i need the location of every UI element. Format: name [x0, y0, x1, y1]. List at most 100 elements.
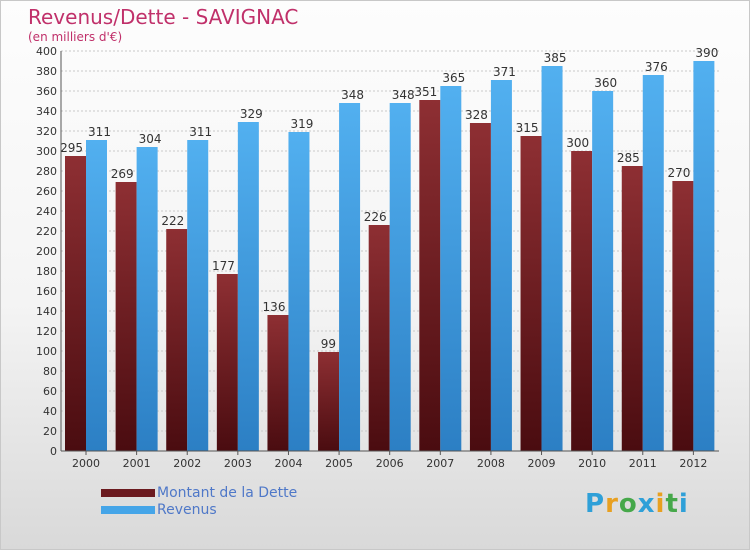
- data-label-debt: 285: [617, 151, 640, 165]
- y-tick-label: 40: [43, 405, 57, 418]
- data-label-debt: 177: [212, 259, 235, 273]
- y-tick-label: 300: [36, 145, 57, 158]
- data-label-debt: 222: [161, 214, 184, 228]
- y-tick-label: 120: [36, 325, 57, 338]
- bar-debt: [115, 182, 137, 451]
- x-tick-label: 2009: [528, 457, 556, 470]
- data-label-revenus: 329: [240, 107, 263, 121]
- logo-letter: i: [678, 489, 689, 519]
- logo-letter: t: [665, 489, 679, 519]
- y-tick-label: 100: [36, 345, 57, 358]
- data-label-debt: 99: [321, 337, 336, 351]
- y-tick-label: 20: [43, 425, 57, 438]
- logo-letter: r: [605, 489, 619, 519]
- x-tick-label: 2010: [578, 457, 606, 470]
- bar-revenus: [541, 66, 563, 451]
- x-tick-label: 2012: [679, 457, 707, 470]
- data-label-revenus: 311: [88, 125, 111, 139]
- chart-title: Revenus/Dette - SAVIGNAC: [28, 5, 299, 29]
- x-tick-label: 2008: [477, 457, 505, 470]
- legend-swatch-debt: [101, 489, 155, 497]
- y-tick-label: 220: [36, 225, 57, 238]
- data-label-revenus: 390: [695, 46, 718, 60]
- y-tick-label: 160: [36, 285, 57, 298]
- bar-revenus: [187, 140, 209, 451]
- bar-revenus: [136, 147, 158, 451]
- y-tick-label: 0: [50, 445, 57, 458]
- bar-revenus: [592, 91, 614, 451]
- bar-revenus: [490, 80, 512, 451]
- bar-revenus: [237, 122, 259, 451]
- bar-debt: [469, 123, 491, 451]
- data-label-debt: 226: [364, 210, 387, 224]
- data-label-debt: 269: [111, 167, 134, 181]
- legend-label-revenus: Revenus: [157, 502, 217, 518]
- x-tick-label: 2005: [325, 457, 353, 470]
- y-tick-label: 180: [36, 265, 57, 278]
- y-tick-label: 200: [36, 245, 57, 258]
- data-label-debt: 136: [263, 300, 286, 314]
- data-label-debt: 328: [465, 108, 488, 122]
- bar-debt: [571, 151, 593, 451]
- data-label-revenus: 365: [442, 71, 465, 85]
- x-tick-label: 2000: [72, 457, 100, 470]
- x-tick-label: 2004: [274, 457, 302, 470]
- data-label-debt: 351: [414, 85, 437, 99]
- x-tick-label: 2007: [426, 457, 454, 470]
- bar-revenus: [693, 61, 715, 451]
- chart-subtitle: (en milliers d'€): [28, 30, 123, 44]
- legend-swatch-revenus: [101, 506, 155, 514]
- logo-letter: P: [585, 489, 606, 519]
- data-label-debt: 270: [667, 166, 690, 180]
- y-tick-label: 360: [36, 85, 57, 98]
- y-tick-label: 380: [36, 65, 57, 78]
- bar-revenus: [440, 86, 462, 451]
- data-label-revenus: 376: [645, 60, 668, 74]
- bar-debt: [318, 352, 340, 451]
- x-tick-label: 2001: [123, 457, 151, 470]
- x-tick-label: 2011: [629, 457, 657, 470]
- bar-debt: [520, 136, 542, 451]
- bar-revenus: [339, 103, 361, 451]
- y-tick-label: 60: [43, 385, 57, 398]
- data-label-debt: 315: [516, 121, 539, 135]
- data-label-revenus: 311: [189, 125, 212, 139]
- data-label-revenus: 348: [392, 88, 415, 102]
- x-tick-label: 2002: [173, 457, 201, 470]
- bar-debt: [166, 229, 188, 451]
- logo-letter: i: [655, 489, 666, 519]
- y-tick-label: 320: [36, 125, 57, 138]
- x-tick-label: 2006: [376, 457, 404, 470]
- bar-revenus: [389, 103, 411, 451]
- logo-letter: o: [618, 489, 638, 519]
- data-label-revenus: 371: [493, 65, 516, 79]
- bar-revenus: [288, 132, 310, 451]
- bar-revenus: [642, 75, 664, 451]
- data-label-revenus: 385: [544, 51, 567, 65]
- legend-label-debt: Montant de la Dette: [157, 485, 298, 501]
- y-tick-label: 140: [36, 305, 57, 318]
- bar-debt: [621, 166, 643, 451]
- data-label-debt: 295: [60, 141, 83, 155]
- data-label-debt: 300: [566, 136, 589, 150]
- y-tick-label: 240: [36, 205, 57, 218]
- data-label-revenus: 304: [139, 132, 162, 146]
- bar-debt: [368, 225, 390, 451]
- y-tick-label: 340: [36, 105, 57, 118]
- data-label-revenus: 360: [594, 76, 617, 90]
- bar-debt: [65, 156, 86, 451]
- y-tick-label: 80: [43, 365, 57, 378]
- y-tick-label: 280: [36, 165, 57, 178]
- x-tick-label: 2003: [224, 457, 252, 470]
- y-tick-label: 260: [36, 185, 57, 198]
- proxiti-logo: Proxiti: [585, 489, 689, 519]
- data-label-revenus: 319: [291, 117, 314, 131]
- bar-revenus: [86, 140, 107, 451]
- y-tick-label: 400: [36, 45, 57, 58]
- logo-letter: x: [637, 489, 656, 519]
- bar-debt: [267, 315, 289, 451]
- data-label-revenus: 348: [341, 88, 364, 102]
- bar-debt: [419, 100, 441, 451]
